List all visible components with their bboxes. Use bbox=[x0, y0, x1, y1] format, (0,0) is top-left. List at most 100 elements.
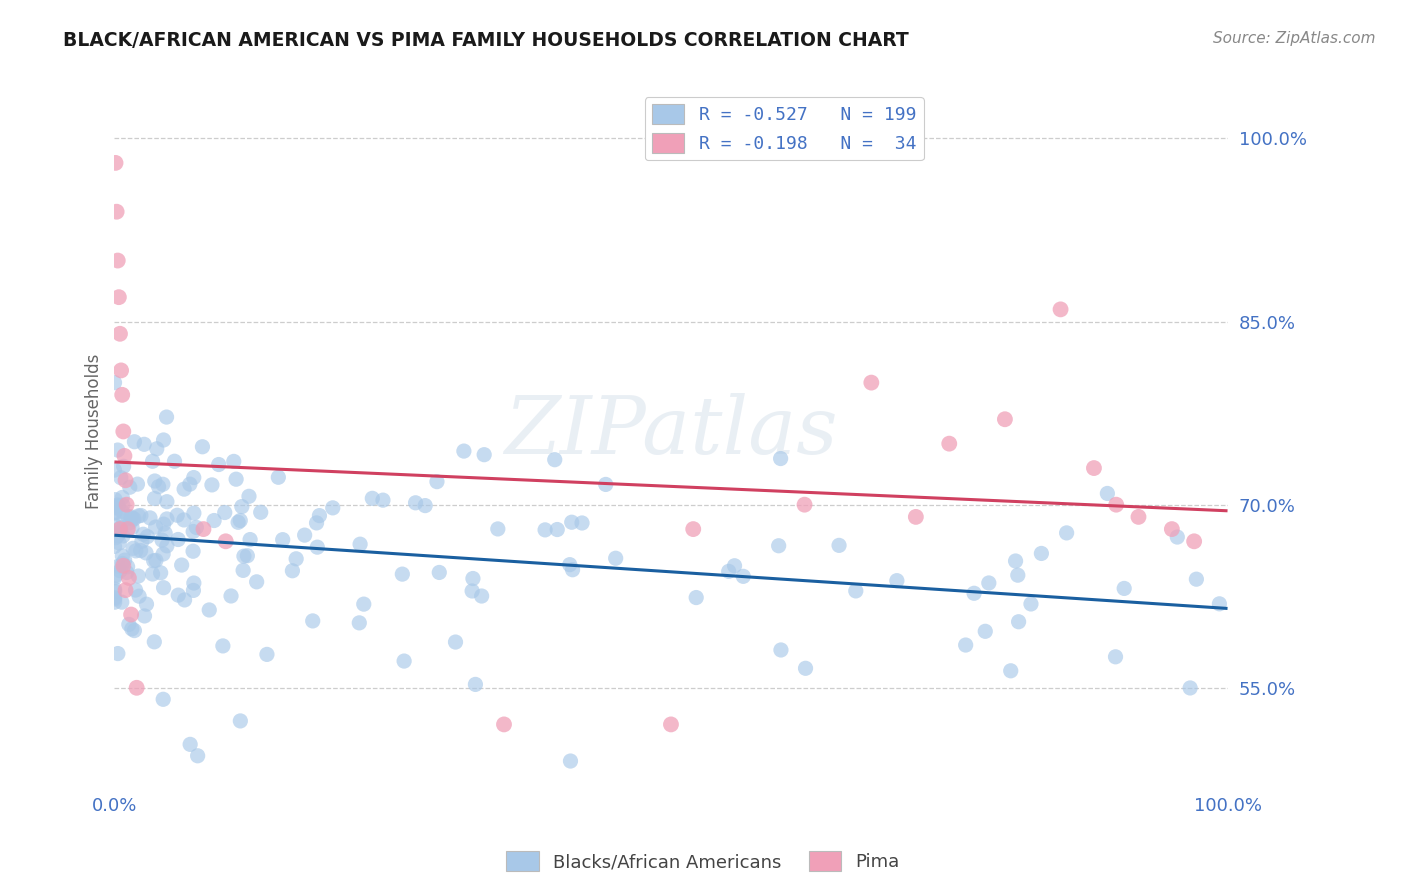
Point bbox=[1208, 597, 1230, 611]
Point bbox=[294, 528, 316, 542]
Legend: Blacks/African Americans, Pima: Blacks/African Americans, Pima bbox=[499, 844, 907, 879]
Point bbox=[107, 499, 129, 513]
Point bbox=[122, 512, 145, 526]
Point bbox=[114, 553, 136, 567]
Point bbox=[105, 204, 128, 219]
Point bbox=[104, 582, 127, 596]
Point bbox=[112, 558, 135, 573]
Point bbox=[111, 491, 134, 505]
Point bbox=[1000, 664, 1022, 678]
Point bbox=[173, 513, 195, 527]
Point bbox=[249, 505, 271, 519]
Point bbox=[125, 544, 148, 558]
Point bbox=[117, 559, 139, 574]
Point bbox=[173, 482, 195, 496]
Point bbox=[111, 549, 134, 563]
Point bbox=[183, 506, 205, 520]
Point bbox=[135, 597, 157, 611]
Point bbox=[125, 681, 148, 695]
Point bbox=[994, 412, 1017, 426]
Point bbox=[143, 635, 166, 649]
Point bbox=[226, 516, 249, 530]
Point bbox=[141, 454, 163, 468]
Y-axis label: Family Households: Family Households bbox=[86, 354, 103, 509]
Point bbox=[1097, 486, 1119, 500]
Text: BLACK/AFRICAN AMERICAN VS PIMA FAMILY HOUSEHOLDS CORRELATION CHART: BLACK/AFRICAN AMERICAN VS PIMA FAMILY HO… bbox=[63, 31, 910, 50]
Point bbox=[139, 511, 162, 525]
Point bbox=[183, 576, 205, 591]
Point bbox=[104, 156, 127, 170]
Point bbox=[215, 534, 238, 549]
Point bbox=[769, 643, 792, 657]
Point bbox=[1056, 525, 1078, 540]
Point bbox=[117, 509, 139, 524]
Point bbox=[108, 536, 131, 550]
Point bbox=[201, 478, 224, 492]
Point bbox=[281, 564, 304, 578]
Point bbox=[214, 506, 236, 520]
Point bbox=[391, 567, 413, 582]
Point bbox=[723, 558, 745, 573]
Point bbox=[124, 583, 146, 598]
Point bbox=[256, 648, 278, 662]
Point bbox=[121, 512, 143, 526]
Point bbox=[392, 654, 415, 668]
Point bbox=[1083, 461, 1105, 475]
Point bbox=[229, 514, 252, 528]
Point bbox=[181, 544, 204, 558]
Point bbox=[129, 543, 152, 558]
Point bbox=[225, 472, 247, 486]
Point bbox=[1019, 597, 1042, 611]
Point bbox=[828, 538, 851, 552]
Point bbox=[179, 737, 201, 751]
Point bbox=[146, 442, 169, 456]
Point bbox=[1104, 649, 1126, 664]
Point bbox=[181, 524, 204, 539]
Point bbox=[413, 499, 436, 513]
Point bbox=[115, 566, 138, 580]
Point bbox=[104, 591, 127, 606]
Point bbox=[793, 498, 815, 512]
Point bbox=[546, 523, 568, 537]
Point bbox=[1114, 582, 1136, 596]
Point bbox=[605, 551, 627, 566]
Point bbox=[152, 477, 174, 491]
Point bbox=[167, 588, 190, 602]
Point bbox=[142, 554, 165, 568]
Point bbox=[108, 290, 131, 304]
Point bbox=[794, 661, 817, 675]
Point bbox=[118, 516, 141, 530]
Point bbox=[239, 533, 262, 547]
Point bbox=[127, 569, 149, 583]
Point bbox=[149, 566, 172, 580]
Point bbox=[118, 571, 141, 585]
Point bbox=[112, 459, 135, 474]
Point bbox=[492, 717, 515, 731]
Point bbox=[544, 452, 567, 467]
Point bbox=[222, 454, 245, 468]
Point bbox=[308, 508, 330, 523]
Point bbox=[472, 448, 495, 462]
Point bbox=[104, 506, 127, 520]
Point bbox=[1178, 681, 1201, 695]
Point bbox=[134, 609, 156, 624]
Point bbox=[464, 677, 486, 691]
Point bbox=[156, 512, 179, 526]
Point bbox=[163, 454, 186, 468]
Point bbox=[148, 480, 170, 494]
Point bbox=[1105, 498, 1128, 512]
Point bbox=[166, 508, 188, 523]
Point bbox=[963, 586, 986, 600]
Point bbox=[150, 533, 173, 547]
Point bbox=[142, 567, 165, 582]
Point bbox=[427, 566, 450, 580]
Point bbox=[107, 253, 129, 268]
Point bbox=[845, 583, 868, 598]
Point bbox=[198, 603, 221, 617]
Point bbox=[193, 522, 215, 536]
Point bbox=[108, 326, 131, 341]
Point bbox=[114, 583, 136, 598]
Point bbox=[127, 508, 149, 523]
Point bbox=[486, 522, 509, 536]
Point bbox=[886, 574, 908, 588]
